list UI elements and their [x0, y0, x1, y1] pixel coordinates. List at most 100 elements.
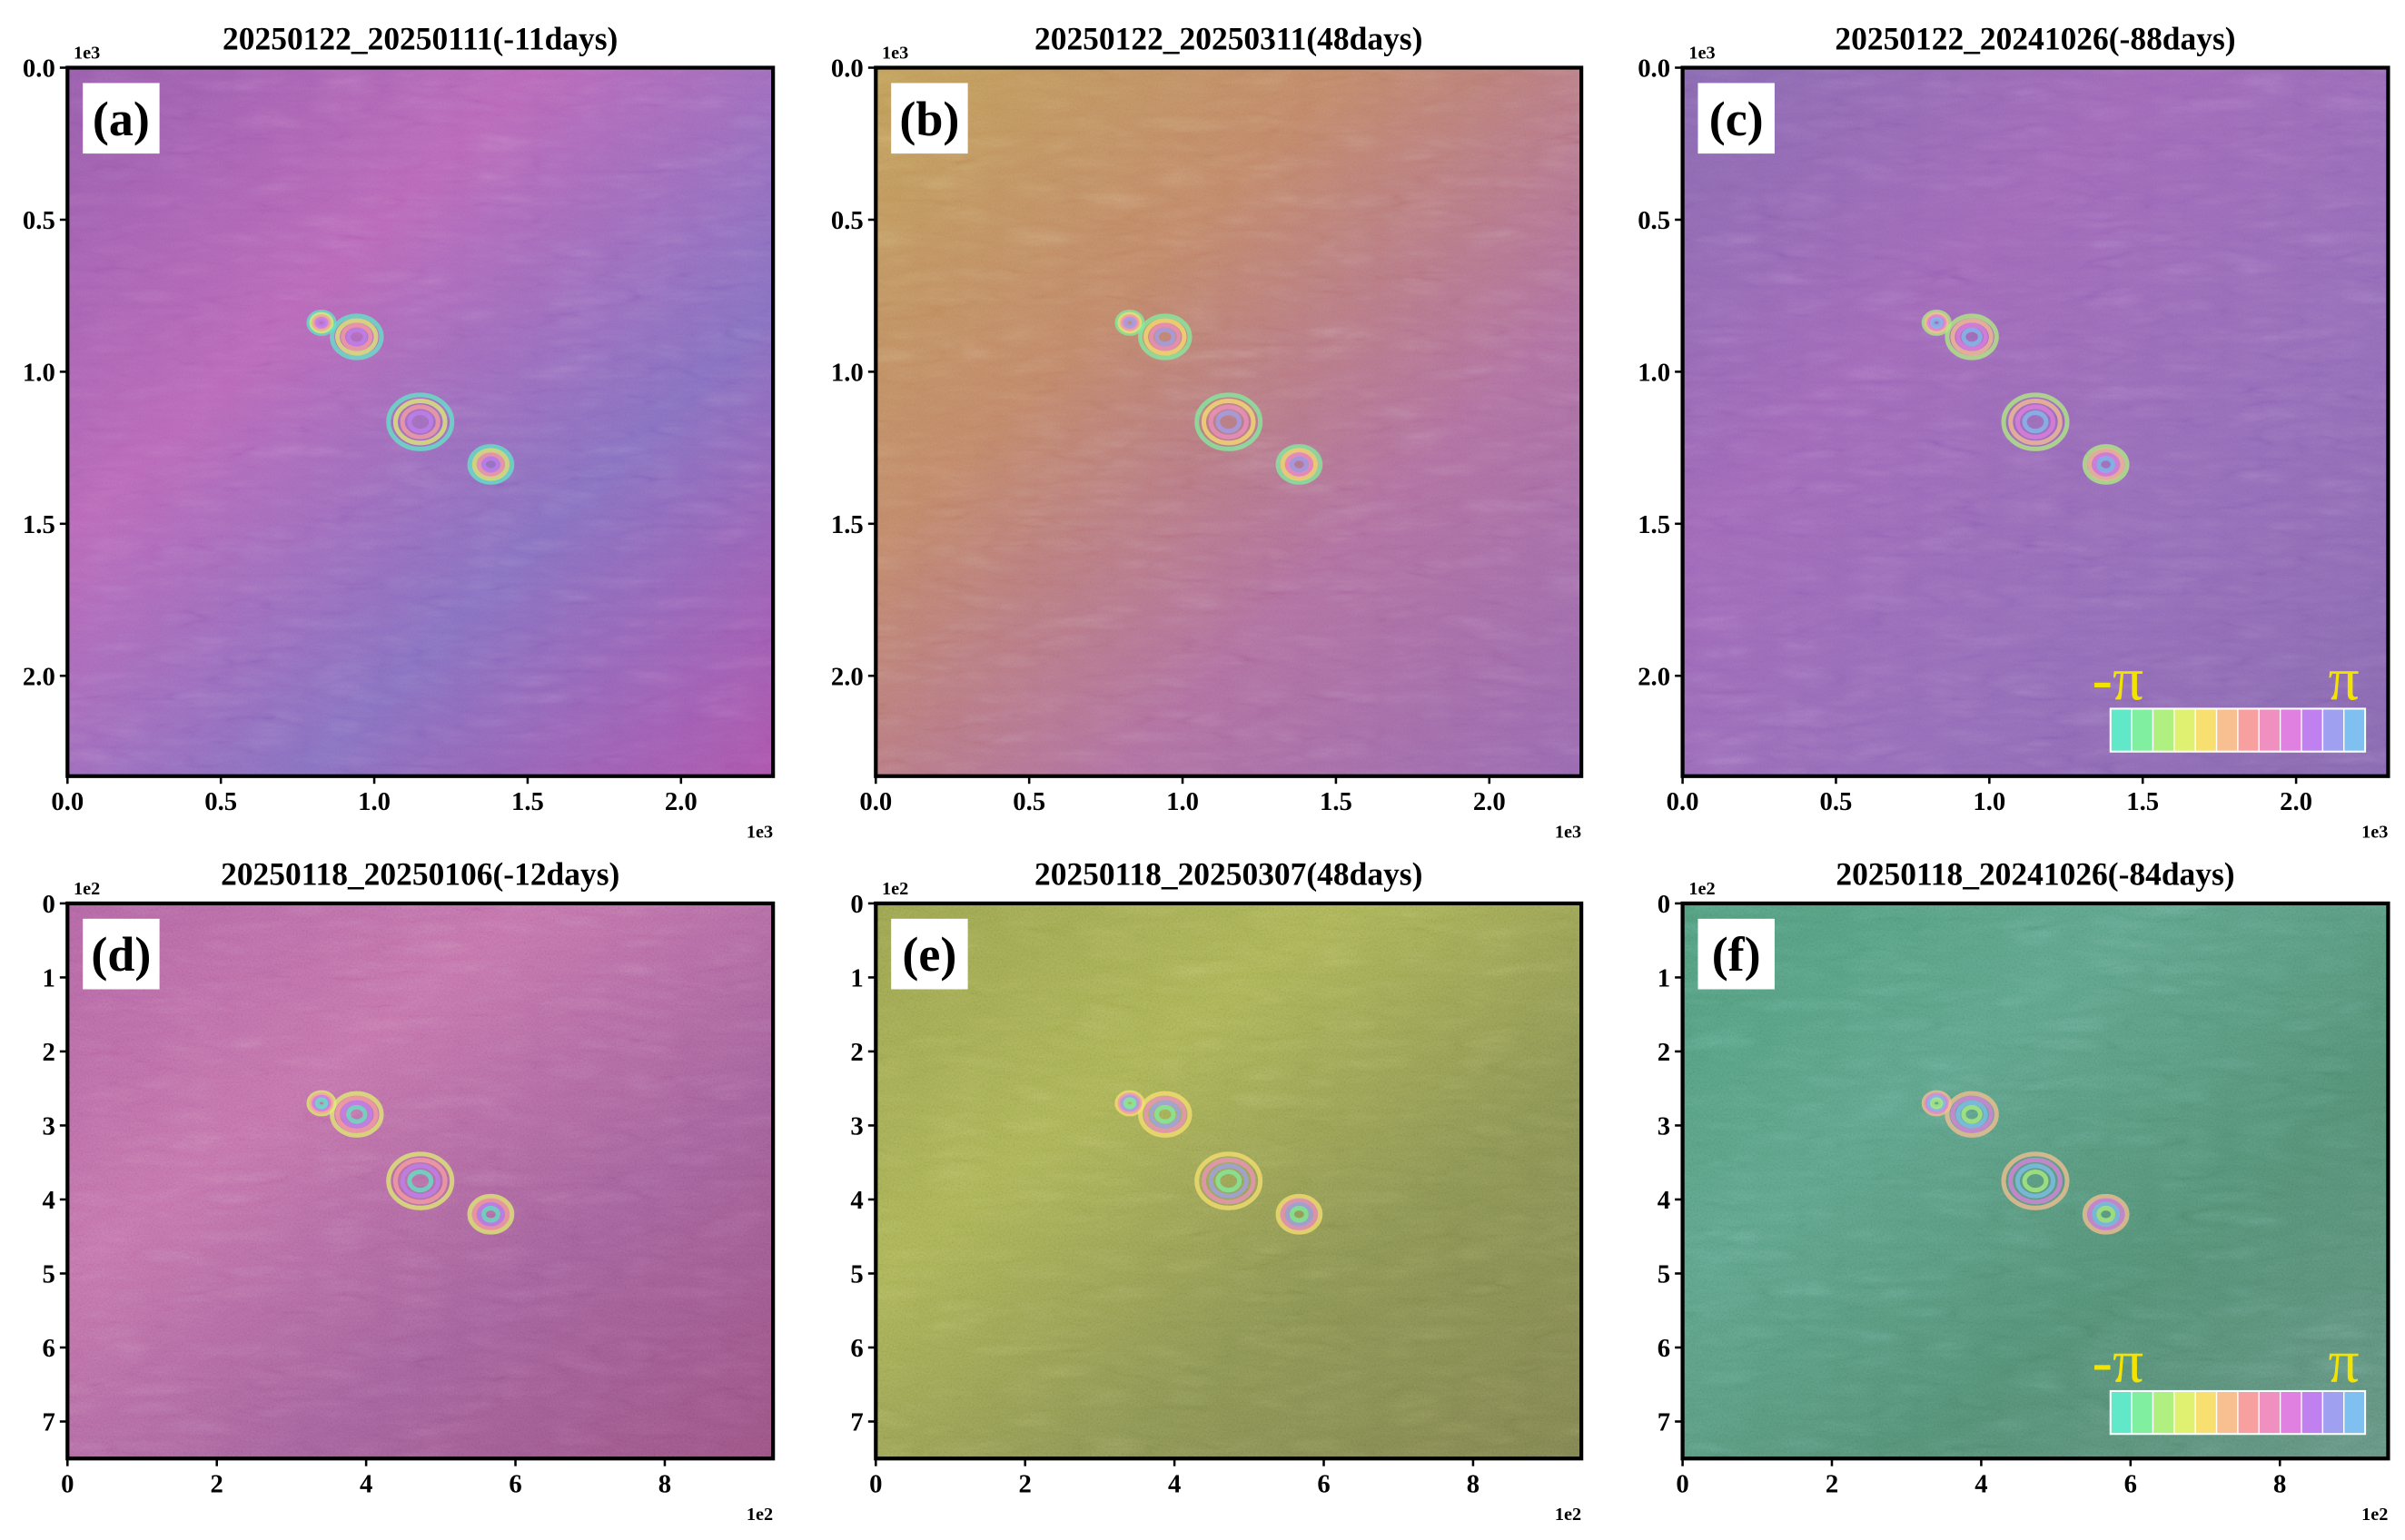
fringe — [1945, 1091, 1999, 1138]
fringe — [1215, 1169, 1242, 1193]
y-tick-label: 0.5 — [831, 206, 864, 235]
x-tick-label: 2.0 — [2280, 787, 2312, 816]
y-tick-label: 6 — [850, 1334, 863, 1363]
y-tick-label: 1 — [1658, 964, 1670, 993]
panel: 0 2 4 6 8 0 1 2 3 4 5 6 7 20250118_20241026(-84days) 1… — [1658, 856, 2390, 1525]
panel-title: 20250118_20250307(48days) — [1034, 856, 1422, 893]
y-tick-label: 7 — [1658, 1408, 1670, 1437]
fringe — [1926, 314, 1946, 331]
fringe — [1208, 1163, 1249, 1199]
y-offset-label: 1e3 — [1688, 43, 1715, 63]
image-grain — [67, 67, 774, 776]
x-tick-label: 1.0 — [1166, 787, 1199, 816]
panel-label-box — [83, 83, 160, 154]
fringe — [309, 311, 334, 334]
fringe — [1924, 311, 1949, 334]
fringe — [2014, 1163, 2056, 1199]
y-tick-label: 1 — [850, 964, 863, 993]
fringe — [2082, 444, 2130, 485]
x-tick-label: 1.5 — [1320, 787, 1352, 816]
fringe — [467, 1193, 515, 1235]
fringe — [1280, 448, 1319, 481]
y-tick-label: 7 — [42, 1408, 54, 1437]
panel-label-box — [83, 918, 160, 990]
fringe — [392, 398, 448, 446]
fringe — [1154, 327, 1176, 347]
fringe — [341, 1100, 373, 1129]
x-tick-label: 8 — [1467, 1469, 1480, 1498]
panel-label-box — [1697, 918, 1775, 990]
y-tick-label: 3 — [42, 1112, 54, 1141]
colorbar-segment — [2301, 1390, 2324, 1435]
y-tick-label: 2.0 — [831, 662, 864, 691]
fringe — [1284, 1201, 1313, 1227]
fringe — [476, 1201, 505, 1227]
colorbar-segment — [2237, 1390, 2260, 1435]
fringe — [392, 1157, 448, 1205]
colorbar-max-label: π — [2329, 1328, 2360, 1396]
y-offset-label: 1e2 — [882, 879, 908, 899]
panel: 0.0 0.5 1.0 1.5 2.0 0.0 0.5 1.0 1.5 2.0 20250122_2… — [23, 20, 776, 842]
x-tick-label: 1.0 — [358, 787, 391, 816]
fringe — [2082, 1193, 2130, 1235]
panel-title: 20250118_20241026(-84days) — [1836, 856, 2234, 893]
x-offset-label: 1e3 — [747, 822, 773, 842]
fringe — [1955, 322, 1988, 351]
fringe — [1123, 316, 1137, 329]
fringe — [1120, 1094, 1140, 1112]
fringe — [480, 1206, 500, 1223]
y-tick-label: 1.5 — [831, 510, 864, 539]
colorbar-segment — [2173, 707, 2196, 753]
panel-title: 20250118_20250106(-12days) — [221, 856, 619, 893]
x-tick-label: 4 — [1974, 1469, 1987, 1498]
colorbar-segment — [2152, 1390, 2175, 1435]
fringe — [1208, 404, 1249, 439]
x-tick-label: 0 — [1676, 1469, 1688, 1498]
y-tick-label: 2 — [1658, 1038, 1670, 1067]
fringe — [386, 1151, 455, 1210]
x-tick-label: 0.0 — [1667, 787, 1699, 816]
fringe — [1194, 1151, 1263, 1210]
x-tick-label: 2 — [1019, 1469, 1032, 1498]
y-tick-label: 4 — [42, 1186, 54, 1215]
fringe — [1950, 318, 1994, 356]
plot-frame — [65, 901, 776, 1461]
y-tick-label: 1.5 — [23, 510, 55, 539]
fringe — [2022, 1169, 2049, 1193]
y-tick-label: 1 — [42, 964, 54, 993]
colorbar-segment — [2343, 707, 2366, 753]
plot-frame — [874, 65, 1584, 778]
fringe — [335, 1095, 379, 1133]
fringe — [1961, 327, 1983, 347]
fringe — [2092, 1201, 2121, 1227]
y-tick-label: 4 — [1658, 1186, 1670, 1215]
colorbar-segment — [2173, 1390, 2196, 1435]
fringe — [1961, 1104, 1983, 1124]
colorbar-segment — [2258, 1390, 2281, 1435]
fringe — [386, 392, 455, 451]
fringe — [1926, 1094, 1946, 1112]
fringe — [2086, 448, 2125, 481]
panel: 0 2 4 6 8 0 1 2 3 4 5 6 7 20250118_20250307(48days) 1e… — [850, 856, 1584, 1525]
fringe — [2014, 404, 2056, 439]
x-tick-label: 1.5 — [511, 787, 544, 816]
fringe — [1929, 316, 1944, 329]
y-tick-label: 4 — [850, 1186, 863, 1215]
x-tick-label: 1.5 — [2126, 787, 2159, 816]
y-tick-label: 1.0 — [831, 359, 864, 388]
colorbar-segment — [2194, 707, 2218, 753]
fringe — [1138, 1091, 1193, 1138]
fringe — [1284, 451, 1313, 478]
y-tick-label: 6 — [1658, 1334, 1670, 1363]
fringe — [1289, 456, 1309, 473]
fringe — [407, 1169, 434, 1193]
fringe — [2008, 1157, 2063, 1205]
fringe — [1201, 398, 1256, 446]
fringe — [1138, 313, 1193, 360]
fringe — [312, 314, 332, 331]
y-tick-label: 2.0 — [23, 662, 55, 691]
panel-label: (e) — [902, 927, 956, 982]
y-tick-label: 6 — [42, 1334, 54, 1363]
panel-label-box — [1697, 83, 1775, 154]
